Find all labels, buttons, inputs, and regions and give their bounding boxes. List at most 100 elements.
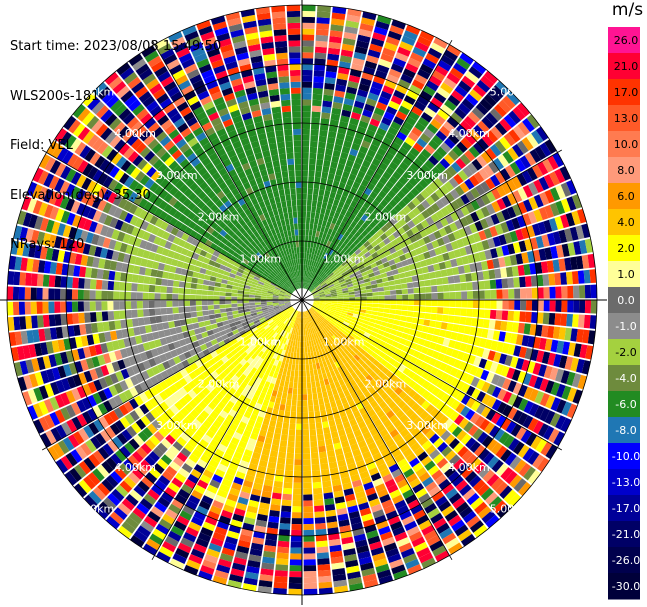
velocity-gate bbox=[309, 278, 313, 285]
velocity-gate bbox=[430, 42, 445, 54]
velocity-gate bbox=[437, 292, 444, 300]
velocity-gate bbox=[512, 125, 526, 140]
velocity-gate bbox=[431, 240, 440, 249]
velocity-gate bbox=[347, 205, 355, 213]
velocity-gate bbox=[208, 285, 215, 291]
velocity-gate bbox=[357, 318, 364, 323]
velocity-gate bbox=[373, 75, 386, 85]
velocity-gate bbox=[313, 493, 323, 501]
velocity-gate bbox=[355, 202, 363, 211]
velocity-gate bbox=[310, 211, 316, 219]
velocity-gate bbox=[356, 89, 369, 98]
velocity-gate bbox=[289, 423, 296, 430]
velocity-gate bbox=[384, 41, 398, 52]
velocity-gate bbox=[154, 300, 161, 308]
velocity-gate bbox=[306, 277, 310, 284]
velocity-gate bbox=[313, 81, 324, 89]
velocity-gate bbox=[572, 389, 583, 404]
velocity-gate bbox=[387, 189, 397, 199]
velocity-gate bbox=[320, 177, 327, 185]
velocity-gate bbox=[319, 457, 328, 465]
velocity-gate bbox=[391, 324, 399, 331]
velocity-gate bbox=[506, 367, 516, 380]
velocity-gate bbox=[378, 252, 386, 260]
velocity-gate bbox=[484, 290, 491, 299]
velocity-gate bbox=[308, 164, 316, 171]
velocity-gate bbox=[363, 261, 371, 268]
velocity-gate bbox=[331, 107, 342, 116]
velocity-gate bbox=[220, 283, 227, 289]
velocity-gate bbox=[442, 252, 450, 261]
velocity-gate bbox=[260, 300, 267, 303]
velocity-gate bbox=[379, 233, 388, 241]
velocity-gate bbox=[349, 297, 356, 300]
velocity-gate bbox=[331, 12, 346, 21]
velocity-gate bbox=[321, 112, 331, 120]
velocity-gate bbox=[549, 286, 556, 299]
velocity-gate bbox=[386, 74, 399, 84]
velocity-gate bbox=[311, 288, 317, 294]
velocity-gate bbox=[323, 276, 330, 282]
velocity-gate bbox=[431, 292, 438, 300]
velocity-gate bbox=[325, 184, 332, 192]
velocity-gate bbox=[405, 62, 419, 74]
velocity-gate bbox=[325, 269, 332, 275]
velocity-gate bbox=[387, 146, 398, 156]
velocity-gate bbox=[136, 292, 143, 300]
velocity-gate bbox=[421, 325, 429, 333]
velocity-gate bbox=[219, 287, 227, 292]
velocity-gate bbox=[307, 259, 311, 266]
velocity-gate bbox=[470, 272, 478, 282]
velocity-gate bbox=[364, 313, 372, 318]
velocity-gate bbox=[427, 264, 435, 273]
velocity-gate bbox=[306, 211, 311, 218]
velocity-gate bbox=[320, 118, 330, 126]
velocity-gate bbox=[518, 240, 527, 253]
velocity-gate bbox=[190, 306, 197, 312]
velocity-gate bbox=[363, 278, 371, 283]
velocity-gate bbox=[378, 291, 385, 296]
velocity-gate bbox=[316, 386, 322, 394]
velocity-gate bbox=[306, 199, 312, 207]
velocity-gate bbox=[213, 304, 220, 310]
velocity-gate bbox=[416, 137, 428, 148]
velocity-gate bbox=[341, 146, 351, 154]
velocity-gate bbox=[350, 235, 357, 243]
velocity-gate bbox=[310, 135, 319, 142]
velocity-gate bbox=[406, 311, 414, 317]
velocity-gate bbox=[336, 226, 343, 234]
velocity-gate bbox=[354, 293, 361, 297]
velocity-gate bbox=[495, 279, 503, 289]
velocity-gate bbox=[560, 313, 568, 327]
velocity-gate bbox=[231, 300, 238, 304]
velocity-gate bbox=[326, 136, 336, 144]
velocity-gate bbox=[427, 47, 443, 59]
velocity-gate bbox=[318, 189, 325, 196]
velocity-gate bbox=[498, 99, 512, 114]
velocity-gate bbox=[354, 248, 362, 256]
velocity-gate bbox=[243, 300, 249, 304]
velocity-gate bbox=[293, 488, 302, 495]
velocity-gate bbox=[335, 138, 344, 146]
velocity-gate bbox=[220, 312, 227, 318]
velocity-gate bbox=[290, 369, 295, 377]
velocity-gate bbox=[282, 422, 290, 430]
velocity-gate bbox=[347, 192, 355, 200]
velocity-gate bbox=[473, 336, 481, 347]
velocity-gate bbox=[349, 273, 356, 279]
velocity-gate bbox=[382, 261, 390, 268]
velocity-gate bbox=[381, 277, 389, 283]
velocity-gate bbox=[443, 292, 450, 300]
velocity-gate bbox=[437, 300, 444, 307]
velocity-gate bbox=[343, 321, 350, 327]
velocity-gate bbox=[478, 168, 490, 180]
velocity-gate bbox=[475, 196, 486, 208]
velocity-gate bbox=[303, 500, 313, 507]
velocity-gate bbox=[406, 257, 414, 265]
velocity-gate bbox=[530, 312, 538, 324]
velocity-gate bbox=[137, 283, 144, 292]
velocity-gate bbox=[451, 89, 465, 102]
velocity-gate bbox=[337, 276, 344, 282]
velocity-gate bbox=[484, 249, 493, 260]
velocity-gate bbox=[443, 153, 455, 165]
